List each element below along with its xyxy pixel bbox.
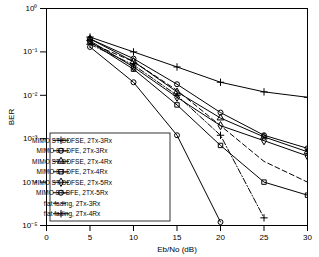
svg-text:0: 0: [44, 233, 49, 242]
svg-text:MIMO ST-DFE, 2Tx-3Rx: MIMO ST-DFE, 2Tx-3Rx: [37, 147, 109, 154]
svg-text:10⁻⁴: 10⁻⁴: [22, 177, 38, 187]
svg-text:flat fading, 2Tx-3Rx: flat fading, 2Tx-3Rx: [44, 200, 101, 208]
svg-text:20: 20: [216, 233, 225, 242]
svg-text:25: 25: [260, 233, 269, 242]
svg-text:BER: BER: [7, 109, 16, 126]
svg-text:MIMO ST-DDFSE, 2Tx-4Rx: MIMO ST-DDFSE, 2Tx-4Rx: [32, 158, 113, 165]
svg-text:MIMO ST-DDFSE, 2Tx-5Rx: MIMO ST-DDFSE, 2Tx-5Rx: [32, 179, 113, 186]
svg-text:10⁻¹: 10⁻¹: [23, 47, 38, 56]
svg-text:10⁰: 10⁰: [26, 4, 38, 13]
svg-text:5: 5: [88, 233, 93, 242]
svg-text:10: 10: [129, 233, 138, 242]
svg-text:flat fading, 2Tx-4Rx: flat fading, 2Tx-4Rx: [44, 210, 101, 218]
svg-text:MIMO ST-DDFSE, 2Tx-3Rx: MIMO ST-DDFSE, 2Tx-3Rx: [32, 137, 113, 144]
svg-text:15: 15: [173, 233, 182, 242]
svg-text:10⁻⁵: 10⁻⁵: [22, 221, 37, 230]
svg-text:Eb/No (dB): Eb/No (dB): [157, 245, 197, 254]
svg-text:10⁻³: 10⁻³: [22, 134, 38, 144]
svg-text:10⁻²: 10⁻²: [23, 91, 38, 100]
svg-text:30: 30: [303, 233, 312, 242]
svg-text:MIMO ST-DFE, 2TX-5Rx: MIMO ST-DFE, 2TX-5Rx: [36, 189, 109, 196]
svg-text:MIMO ST-DFE, 2Tx-4Rx: MIMO ST-DFE, 2Tx-4Rx: [37, 168, 109, 175]
